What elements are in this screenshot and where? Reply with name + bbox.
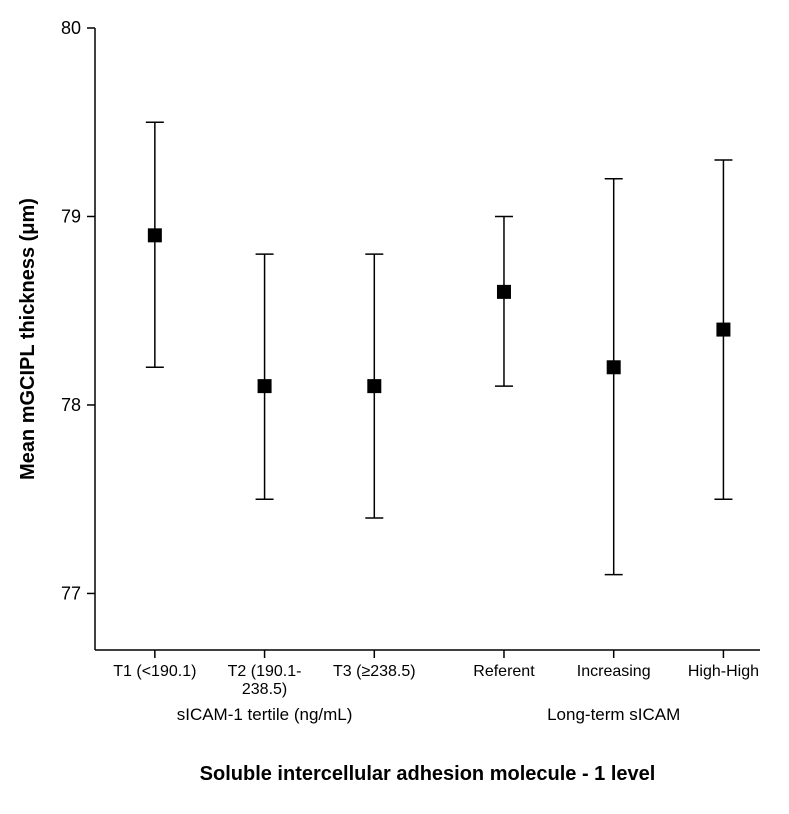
x-tick-label: T1 (<190.1) [113, 663, 196, 680]
x-tick-label: T3 (≥238.5) [333, 663, 416, 680]
data-point-marker [716, 323, 730, 337]
x-tick-label: T2 (190.1- [228, 663, 302, 680]
errorbar-chart: 77 78 79 80 Mean mGCIPL thickness (μm) T1 (<1… [0, 0, 789, 814]
y-tick-label: 78 [61, 395, 81, 415]
y-tick-label: 77 [61, 583, 81, 603]
chart-svg: 77 78 79 80 Mean mGCIPL thickness (μm) T1 (<1… [0, 0, 789, 814]
y-tick-label: 79 [61, 206, 81, 226]
x-group-label: Long-term sICAM [547, 705, 680, 724]
data-point-marker [607, 360, 621, 374]
data-point-marker [148, 228, 162, 242]
x-tick-label: High-High [688, 663, 759, 680]
data-point-marker [258, 379, 272, 393]
y-tick-label: 80 [61, 18, 81, 38]
x-tick-label: Referent [473, 663, 535, 680]
x-axis-label: Soluble intercellular adhesion molecule … [200, 763, 656, 785]
data-point-marker [497, 285, 511, 299]
x-group-label: sICAM-1 tertile (ng/mL) [177, 705, 353, 724]
x-tick-label: 238.5) [242, 681, 287, 698]
x-tick-label: Increasing [577, 663, 651, 680]
y-axis-label: Mean mGCIPL thickness (μm) [17, 198, 39, 480]
data-point-marker [367, 379, 381, 393]
